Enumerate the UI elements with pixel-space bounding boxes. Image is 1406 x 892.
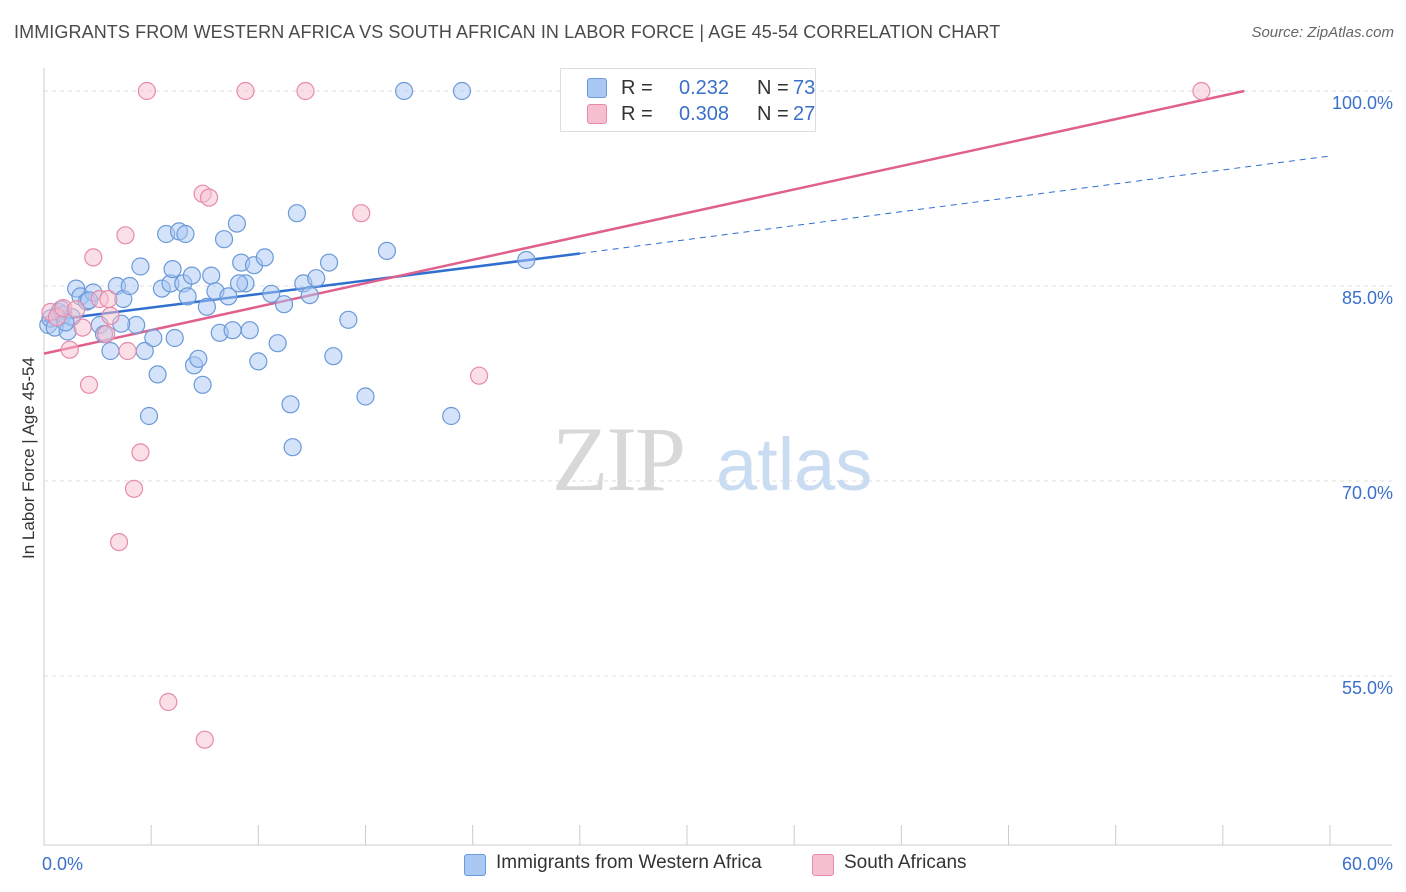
- point-south-africans: [131, 443, 150, 462]
- r-label: R =: [621, 103, 653, 125]
- point-south-africans: [296, 81, 315, 101]
- point-south-africans: [159, 692, 178, 712]
- point-south-africans: [60, 340, 79, 359]
- point-south-africans: [469, 366, 489, 385]
- point-western-africa: [442, 406, 461, 426]
- watermark-atlas: atlas: [716, 423, 872, 506]
- point-western-africa: [274, 295, 294, 314]
- point-western-africa: [182, 266, 201, 285]
- trendline-western-africa-extension: [579, 155, 1331, 254]
- point-western-africa: [223, 321, 242, 340]
- point-south-africans: [352, 204, 371, 223]
- n-value: 27: [793, 103, 816, 125]
- x-tick-label: 60.0%: [1342, 854, 1393, 874]
- legend-swatch-blue: [464, 854, 486, 876]
- point-western-africa: [339, 310, 358, 329]
- point-western-africa: [227, 214, 246, 233]
- point-western-africa: [131, 257, 150, 276]
- point-western-africa: [249, 352, 268, 371]
- point-western-africa: [377, 241, 397, 260]
- watermark-zip: ZIP: [552, 408, 684, 510]
- n-value: 73: [793, 77, 816, 99]
- point-western-africa: [300, 286, 319, 305]
- point-western-africa: [193, 375, 212, 394]
- y-tick-label: 100.0%: [1332, 93, 1393, 113]
- point-western-africa: [214, 230, 234, 249]
- point-western-africa: [197, 297, 216, 316]
- point-western-africa: [144, 328, 163, 348]
- y-tick-label: 70.0%: [1342, 483, 1393, 503]
- y-tick-label: 55.0%: [1342, 678, 1393, 698]
- point-western-africa: [178, 287, 197, 306]
- point-western-africa: [120, 276, 139, 296]
- point-western-africa: [262, 284, 281, 303]
- n-label: N =: [757, 77, 789, 99]
- point-western-africa: [229, 274, 249, 293]
- point-western-africa: [127, 315, 146, 335]
- point-south-africans: [109, 532, 129, 552]
- point-western-africa: [283, 438, 302, 457]
- point-south-africans: [99, 289, 118, 309]
- x-axis-tick-labels: 0.0% 60.0%: [42, 854, 1393, 874]
- point-south-africans: [73, 318, 92, 337]
- x-axis-ticks: [43, 825, 1331, 845]
- y-axis-title: In Labor Force | Age 45-54: [19, 357, 38, 559]
- legend-swatch-pink: [812, 854, 834, 876]
- point-western-africa: [255, 248, 274, 267]
- legend-label: South Africans: [844, 852, 967, 873]
- data-points: [39, 81, 1211, 749]
- point-western-africa: [202, 266, 221, 285]
- point-western-africa: [287, 204, 307, 223]
- n-label: N =: [757, 103, 789, 125]
- point-western-africa: [148, 365, 167, 384]
- legend-swatch-blue: [587, 78, 607, 98]
- point-south-africans: [137, 81, 156, 101]
- r-value: 0.232: [679, 77, 730, 99]
- gridlines: [43, 68, 1392, 846]
- source-label: Source: ZipAtlas.com: [1251, 24, 1394, 41]
- legend-label: Immigrants from Western Africa: [496, 852, 762, 873]
- point-south-africans: [199, 188, 219, 207]
- point-western-africa: [176, 224, 195, 244]
- stats-legend: R = 0.232 N = 73 R = 0.308 N = 27: [560, 68, 816, 132]
- y-axis-tick-labels: 100.0% 85.0% 70.0% 55.0%: [1332, 93, 1393, 698]
- point-western-africa: [319, 253, 339, 272]
- trendline-south-africans: [43, 89, 1245, 355]
- point-south-africans: [84, 248, 103, 267]
- point-western-africa: [394, 81, 414, 101]
- point-south-africans: [79, 375, 99, 394]
- point-western-africa: [268, 334, 287, 353]
- point-western-africa: [101, 341, 120, 361]
- point-western-africa: [219, 287, 238, 306]
- point-western-africa: [307, 269, 326, 288]
- point-south-africans: [124, 479, 144, 498]
- point-western-africa: [517, 250, 536, 270]
- chart-title: IMMIGRANTS FROM WESTERN AFRICA VS SOUTH …: [14, 22, 1001, 42]
- legend-swatch-pink: [587, 104, 607, 124]
- point-south-africans: [1192, 81, 1211, 101]
- watermark: ZIP atlas: [552, 408, 872, 510]
- point-south-africans: [67, 300, 86, 319]
- point-south-africans: [116, 226, 135, 245]
- point-western-africa: [356, 387, 375, 406]
- point-western-africa: [163, 260, 182, 279]
- point-western-africa: [452, 81, 472, 101]
- point-south-africans: [101, 306, 120, 325]
- point-south-africans: [236, 81, 255, 101]
- r-value: 0.308: [679, 103, 730, 125]
- point-south-africans: [97, 325, 116, 344]
- y-tick-label: 85.0%: [1342, 288, 1393, 308]
- point-western-africa: [189, 349, 208, 368]
- point-western-africa: [240, 321, 259, 340]
- point-south-africans: [118, 341, 137, 361]
- point-western-africa: [139, 406, 159, 426]
- x-tick-label: 0.0%: [42, 854, 83, 874]
- point-western-africa: [165, 328, 184, 348]
- point-south-africans: [195, 730, 214, 749]
- point-western-africa: [324, 347, 343, 366]
- r-label: R =: [621, 77, 653, 99]
- point-western-africa: [281, 395, 300, 414]
